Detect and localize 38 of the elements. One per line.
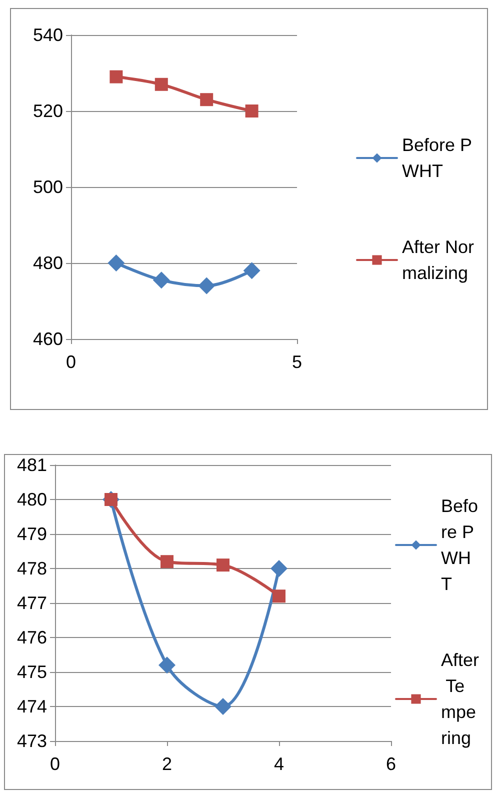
y-tick-label: 473 [16,731,47,751]
y-tick-label: 478 [16,558,47,578]
point [216,558,230,572]
point [110,70,123,84]
point [152,272,170,289]
point [108,254,125,272]
y-tick-label: 476 [16,628,47,648]
y-tick-label: 479 [16,524,47,544]
y-tick-label: 480 [16,490,47,510]
x-tick-label: 2 [162,754,172,774]
point [200,93,214,106]
point [245,104,258,118]
x-tick-label: 0 [66,352,76,372]
x-tick-label: 6 [386,754,396,774]
point [154,78,168,91]
point [214,698,232,715]
x-tick-label: 5 [292,352,302,372]
point [198,277,216,294]
x-tick-label: 4 [274,754,284,774]
y-tick-label: 474 [16,696,47,716]
legend-label: After Normalizing [402,237,474,283]
y-tick-label: 460 [32,329,63,349]
point [243,262,260,280]
y-tick-label: 540 [32,25,63,45]
point [272,590,286,603]
legend-label: Before PWHT [441,496,478,594]
y-tick-label: 480 [32,253,63,273]
legend-label: After Tempering [441,650,480,748]
point [160,555,174,568]
y-tick-label: 481 [16,455,47,475]
y-tick-label: 477 [16,593,47,613]
y-tick-label: 520 [32,101,63,121]
legend-label: Before PWHT [402,135,472,181]
y-tick-label: 500 [32,177,63,197]
x-tick-label: 0 [50,754,60,774]
point [158,656,176,674]
y-tick-label: 475 [16,662,47,682]
point [270,560,288,577]
